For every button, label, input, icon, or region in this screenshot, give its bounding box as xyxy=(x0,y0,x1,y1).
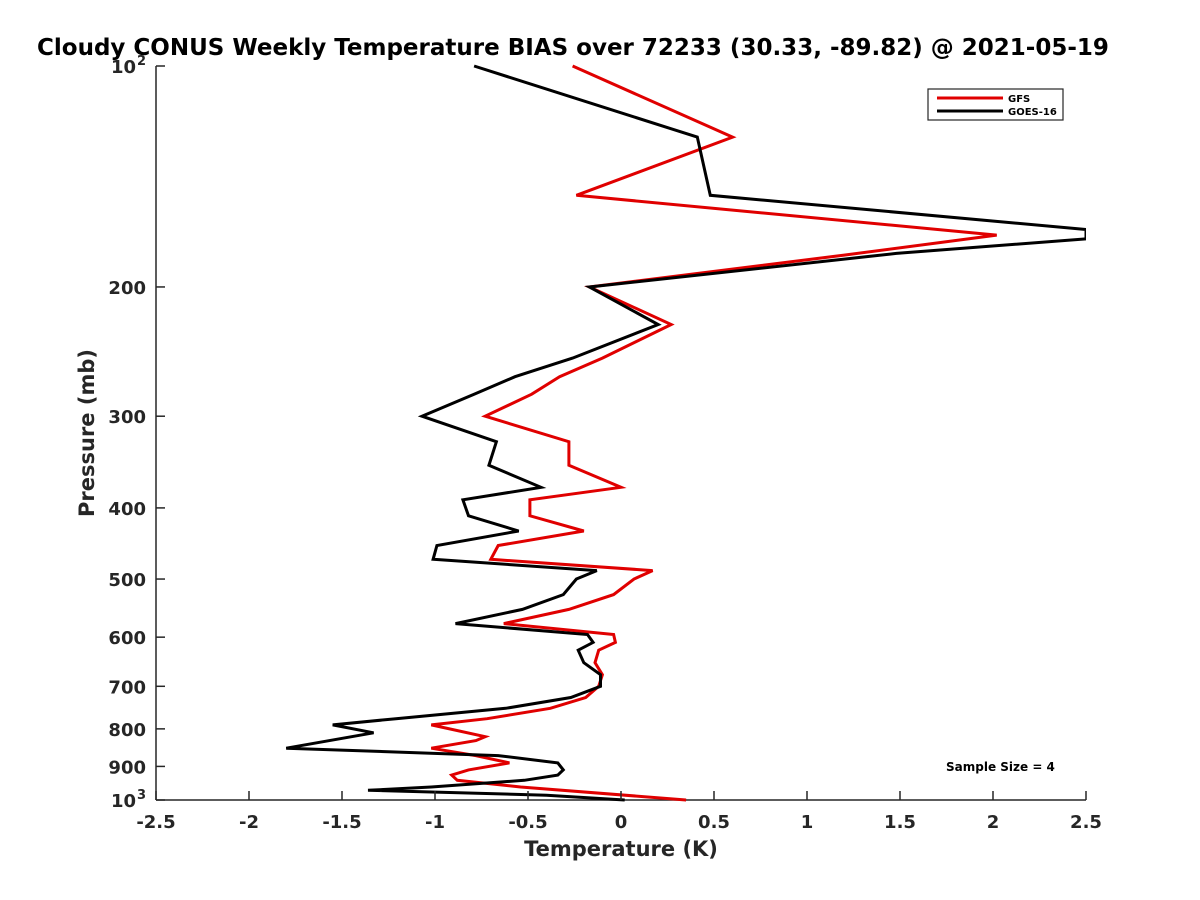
x-tick-label: -0.5 xyxy=(508,812,547,833)
y-tick-label: 500 xyxy=(108,570,146,591)
series-line-goes-16 xyxy=(285,64,1086,802)
y-tick-label: 10 xyxy=(111,57,136,78)
x-tick-label: 1.5 xyxy=(884,812,916,833)
legend: GFS GOES-16 xyxy=(927,88,1064,121)
series-line-gfs xyxy=(430,64,997,802)
series-layer xyxy=(285,64,1086,802)
y-tick-label: 200 xyxy=(108,278,146,299)
x-tick-label: 1 xyxy=(801,812,814,833)
y-tick-exponent: 3 xyxy=(137,788,146,803)
y-tick-label: 300 xyxy=(108,407,146,428)
legend-label-gfs: GFS xyxy=(1008,94,1030,105)
sample-size-annotation: Sample Size = 4 xyxy=(946,760,1055,774)
y-tick-label: 900 xyxy=(108,757,146,778)
x-tick-label: -2.5 xyxy=(136,812,175,833)
x-ticks: -2.5 -2 -1.5 -1 -0.5 0 0.5 1 1.5 2 2.5 xyxy=(136,791,1102,833)
x-tick-label: 0.5 xyxy=(698,812,730,833)
plot-area: -2.5 -2 -1.5 -1 -0.5 0 0.5 1 1.5 2 2.5 10 220030040… xyxy=(108,54,1102,833)
y-tick-label: 600 xyxy=(108,628,146,649)
x-tick-label: 0 xyxy=(615,812,628,833)
x-tick-label: 2.5 xyxy=(1070,812,1102,833)
chart-title: Cloudy CONUS Weekly Temperature BIAS ove… xyxy=(37,35,1109,61)
x-tick-label: -2 xyxy=(239,812,259,833)
x-axis-label: Temperature (K) xyxy=(524,837,718,861)
x-tick-label: -1.5 xyxy=(322,812,361,833)
legend-label-goes-16: GOES-16 xyxy=(1008,107,1057,118)
y-tick-exponent: 2 xyxy=(137,54,146,69)
y-tick-label: 800 xyxy=(108,720,146,741)
y-tick-label: 400 xyxy=(108,499,146,520)
y-tick-label: 700 xyxy=(108,677,146,698)
y-axis-label: Pressure (mb) xyxy=(75,349,99,517)
legend-box xyxy=(927,88,1064,121)
x-tick-label: -1 xyxy=(425,812,445,833)
y-tick-label: 10 xyxy=(111,791,136,812)
x-tick-label: 2 xyxy=(987,812,1000,833)
